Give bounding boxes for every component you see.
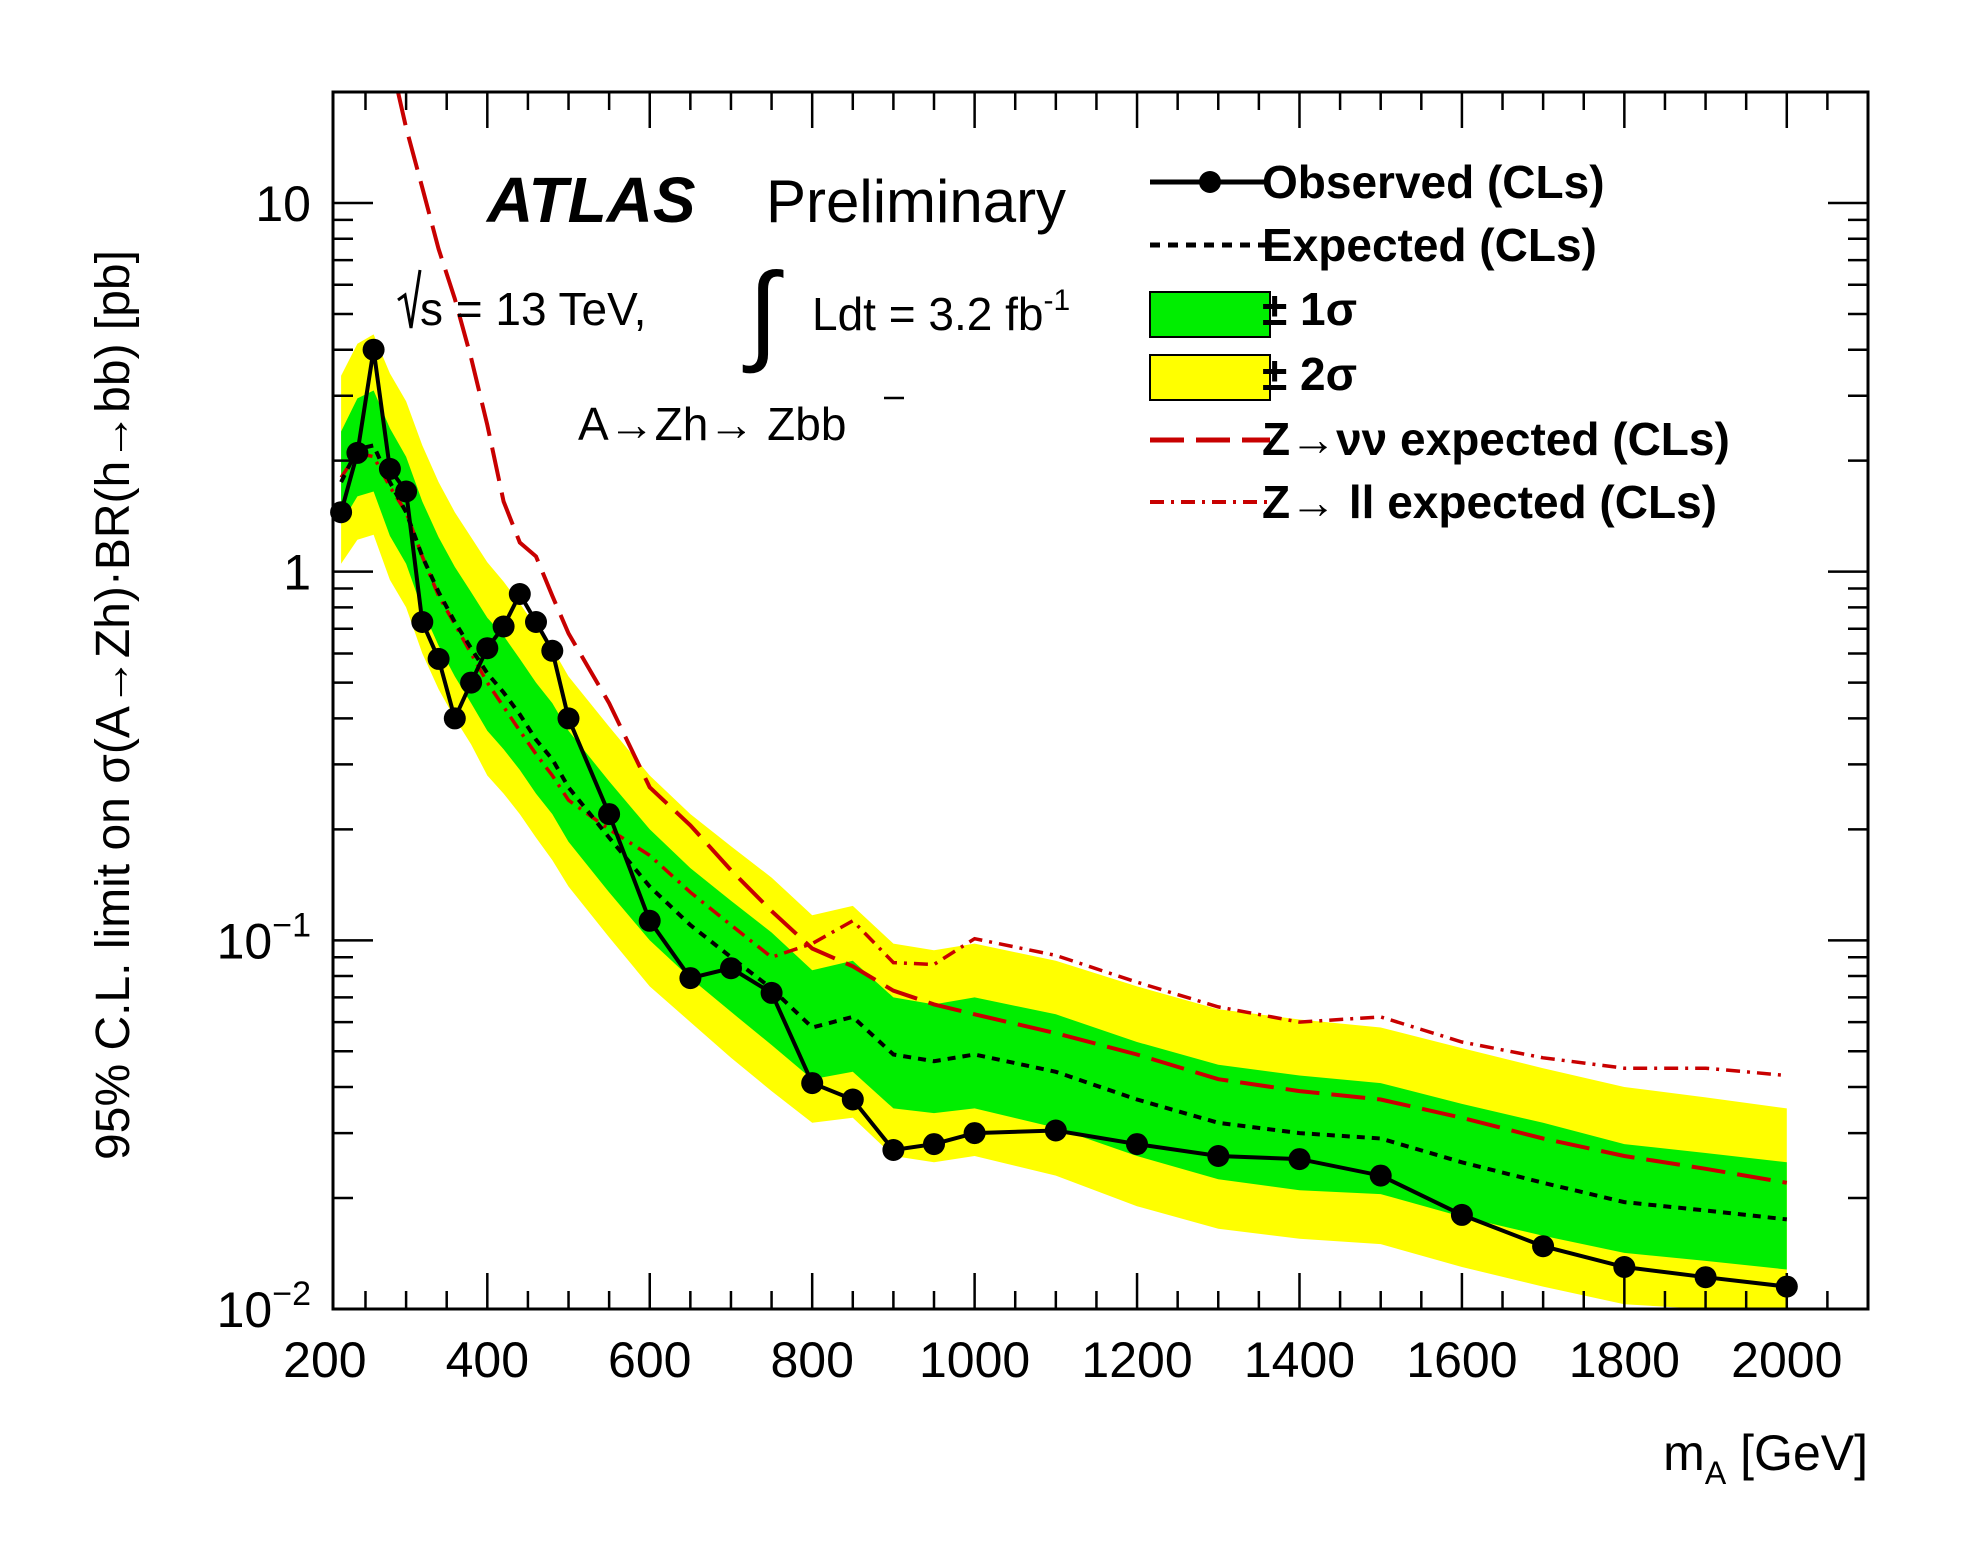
band-2sigma	[341, 334, 1787, 1309]
observed-point	[443, 707, 466, 730]
observed-point	[1207, 1145, 1230, 1167]
x-tick-label: 1800	[1569, 1332, 1680, 1388]
observed-point	[541, 639, 564, 662]
process-label: A→Zh→ Zbb	[578, 396, 904, 450]
observed-point	[1044, 1119, 1067, 1142]
y-tick-label: 1	[283, 545, 311, 601]
legend-entry-observed: Observed (CLs)	[1150, 156, 1605, 208]
band1-swatch	[1149, 291, 1271, 338]
legend-label-band1: ± 1σ	[1262, 283, 1357, 335]
observed-point	[1694, 1266, 1717, 1289]
energy-text: s = 13 TeV,	[420, 283, 646, 335]
observed-point	[525, 611, 547, 633]
atlas-text: ATLAS	[485, 164, 696, 236]
observed-point	[330, 501, 353, 524]
axes-layer: 200 400 600 800 1000 1200 1400 1600 1800 2000 10 1 1…	[217, 90, 1870, 1388]
x-tick-label: 1400	[1244, 1332, 1355, 1388]
band-2sigma-layer	[341, 334, 1787, 1309]
integral-icon: ∫	[742, 251, 784, 374]
x-axis-title: mA [GeV]	[1663, 1425, 1868, 1491]
observed-point	[492, 615, 515, 638]
observed-point	[679, 967, 702, 990]
lumi-text: Ldt = 3.2 fb	[812, 288, 1043, 340]
process-text: A→Zh→ Zbb	[578, 398, 846, 450]
band-1sigma-layer	[341, 390, 1787, 1270]
observed-point	[1613, 1256, 1636, 1278]
observed-point	[476, 637, 499, 660]
legend: Observed (CLs) Expected (CLs) ± 1σ ± 2σ …	[1149, 156, 1730, 528]
x-axis-title-unit: [GeV]	[1740, 1425, 1868, 1481]
observed-point	[1126, 1133, 1148, 1156]
observed-point	[801, 1072, 824, 1095]
legend-entry-ll: Z→ ll expected (CLs)	[1150, 476, 1717, 528]
svg-text:Ldt = 3.2 fb-1: Ldt = 3.2 fb-1	[812, 284, 1070, 340]
observed-point	[411, 611, 434, 633]
observed-point	[1288, 1148, 1311, 1171]
y-axis-title: 95% C.L. limit on σ(A→Zh)·BR(h→bb) [pb]	[87, 250, 140, 1160]
series-line-ll-expected	[339, 450, 1787, 1078]
observed-point	[598, 803, 621, 826]
observed-point	[841, 1088, 864, 1111]
observed-point	[720, 957, 742, 980]
legend-entry-band2: ± 2σ	[1149, 348, 1357, 401]
x-tick-label: 400	[446, 1332, 529, 1388]
band2-swatch	[1149, 354, 1271, 401]
observed-marker-icon	[1199, 171, 1221, 193]
observed-point	[638, 909, 661, 932]
observed-point	[963, 1122, 986, 1145]
x-tick-label: 200	[283, 1332, 366, 1388]
sqrt-icon	[397, 269, 422, 329]
legend-label-ll: Z→ ll expected (CLs)	[1262, 476, 1717, 528]
lumi-exponent: -1	[1043, 284, 1070, 317]
x-tick-label: 600	[608, 1332, 691, 1388]
observed-point	[1532, 1235, 1555, 1258]
observed-point	[378, 457, 401, 480]
x-tick-label: 1000	[919, 1332, 1030, 1388]
x-tick-label: 1600	[1406, 1332, 1517, 1388]
observed-point	[346, 441, 369, 464]
observed-point	[1369, 1164, 1392, 1187]
series-line-nunu-expected	[396, 92, 1788, 1185]
observed-point	[460, 671, 483, 694]
y-tick-label: 10−2	[217, 1275, 311, 1338]
legend-label-nunu: Z→νν expected (CLs)	[1262, 413, 1730, 465]
legend-label-expected: Expected (CLs)	[1262, 219, 1597, 271]
observed-point	[1450, 1203, 1473, 1226]
legend-label-band2: ± 2σ	[1262, 348, 1357, 400]
observed-point	[557, 707, 580, 730]
observed-point	[923, 1133, 945, 1156]
series-line-expected	[339, 443, 1788, 1222]
atlas-label: ATLAS Preliminary	[485, 164, 1066, 236]
observed-point	[395, 480, 418, 503]
observed-markers-layer	[330, 338, 1798, 1298]
observed-point	[508, 583, 531, 605]
band-1sigma	[341, 390, 1787, 1270]
observed-point	[882, 1139, 905, 1161]
energy-lumi-label: s = 13 TeV, ∫ Ldt = 3.2 fb-1	[397, 251, 1070, 374]
x-axis-title-subscript: A	[1705, 1455, 1727, 1491]
x-tick-label: 800	[770, 1332, 853, 1388]
y-tick-label: 10−1	[217, 906, 311, 969]
svg-text:mA[GeV]: mA [GeV]	[1663, 1425, 1868, 1491]
preliminary-text: Preliminary	[766, 168, 1066, 235]
legend-entry-band1: ± 1σ	[1149, 283, 1357, 338]
y-tick-label: 10	[255, 176, 311, 232]
x-axis-title-main: m	[1663, 1425, 1705, 1481]
legend-label-observed: Observed (CLs)	[1262, 156, 1605, 208]
legend-entry-nunu: Z→νν expected (CLs)	[1150, 413, 1730, 465]
observed-point	[760, 981, 783, 1004]
legend-entry-expected: Expected (CLs)	[1150, 219, 1597, 271]
plot-frame	[331, 90, 1870, 1311]
x-tick-label: 1200	[1081, 1332, 1192, 1388]
observed-point	[362, 338, 385, 361]
x-tick-label: 2000	[1731, 1332, 1842, 1388]
observed-point	[427, 647, 450, 670]
